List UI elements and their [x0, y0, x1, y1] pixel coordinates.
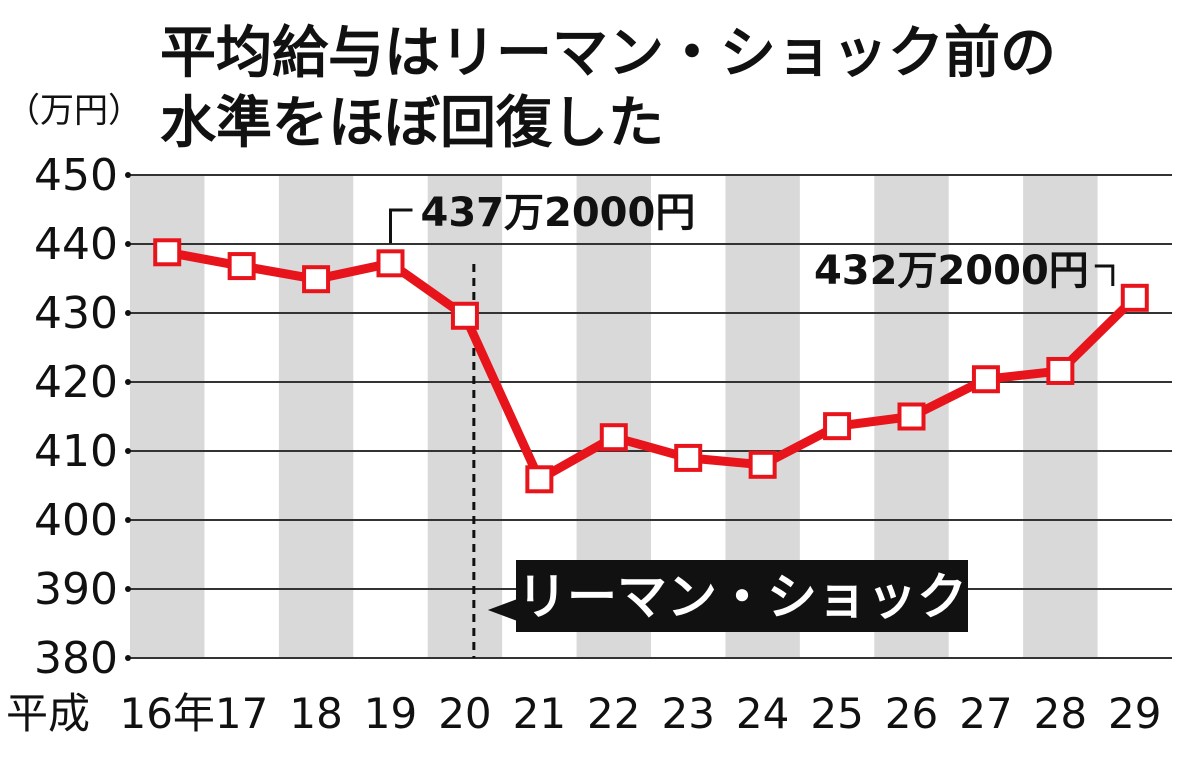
data-point	[674, 443, 703, 472]
y-tick-label: 450	[34, 150, 118, 201]
event-marker: リーマン・ショック	[472, 264, 968, 658]
data-point	[823, 412, 852, 441]
y-tick-dot	[125, 379, 131, 385]
data-point	[227, 252, 256, 281]
data-point	[599, 423, 628, 452]
x-tick-label: 19	[364, 689, 417, 738]
data-point	[525, 465, 554, 494]
data-point	[748, 450, 777, 479]
data-point	[450, 301, 479, 330]
data-point	[376, 249, 405, 278]
x-tick-label: 24	[736, 689, 789, 738]
x-tick-label: 29	[1108, 689, 1161, 738]
x-tick-label: 20	[438, 689, 491, 738]
y-axis-unit-label: （万円）	[6, 91, 142, 131]
category-band	[427, 175, 503, 658]
y-tick-dot	[125, 241, 131, 247]
annotations: 437万2000円 432万2000円	[389, 190, 1115, 294]
y-tick-label: 400	[34, 495, 118, 546]
y-tick-label: 440	[34, 219, 118, 270]
annotation-label: 432万2000円	[814, 248, 1089, 294]
y-tick-label: 390	[34, 564, 118, 615]
event-pointer	[487, 598, 520, 622]
x-axis-era-prefix: 平成	[6, 689, 90, 738]
y-tick-dot	[125, 586, 131, 592]
category-band	[1023, 175, 1098, 658]
series-line	[153, 238, 1149, 494]
data-point	[897, 402, 926, 431]
data-point	[153, 238, 182, 267]
data-point	[1120, 283, 1149, 312]
x-tick-label: 25	[810, 689, 863, 738]
annotation-leader	[1094, 264, 1115, 286]
chart-title-line-1: 平均給与はリーマン・ショック前の	[160, 21, 1056, 86]
chart-title-line-2: 水準をほぼ回復した	[160, 91, 664, 156]
data-point	[1046, 356, 1075, 385]
y-tick-dot	[125, 655, 131, 661]
x-tick-label: 27	[959, 689, 1012, 738]
y-tick-dot	[125, 517, 131, 523]
y-tick-label: 430	[34, 288, 118, 339]
annotation-label: 437万2000円	[421, 190, 696, 236]
x-tick-label: 22	[587, 689, 640, 738]
y-tick-label: 410	[34, 426, 118, 477]
x-tick-label: 28	[1034, 689, 1087, 738]
x-tick-label: 21	[513, 689, 566, 738]
y-tick-label: 380	[34, 633, 118, 684]
x-tick-label: 23	[661, 689, 714, 738]
x-tick-label: 16年	[119, 689, 214, 738]
x-tick-label: 17	[215, 689, 268, 738]
y-tick-dot	[125, 172, 131, 178]
event-label-box	[516, 560, 968, 632]
y-tick-dot	[125, 448, 131, 454]
x-tick-label: 26	[885, 689, 938, 738]
event-label: リーマン・ショック	[517, 568, 967, 626]
x-tick-label: 18	[289, 689, 342, 738]
category-band	[278, 175, 354, 658]
annotation-leader	[389, 208, 413, 244]
x-axis-ticks: 平成 16年 17 18 19 20 21 22 23 24 25 26 27 28 29	[6, 689, 1162, 738]
y-tick-dot	[125, 310, 131, 316]
data-point	[302, 265, 331, 294]
data-point	[971, 365, 1000, 394]
y-tick-label: 420	[34, 357, 118, 408]
y-axis-ticks: 380 390 400 410 420 430 440 450	[34, 150, 131, 684]
